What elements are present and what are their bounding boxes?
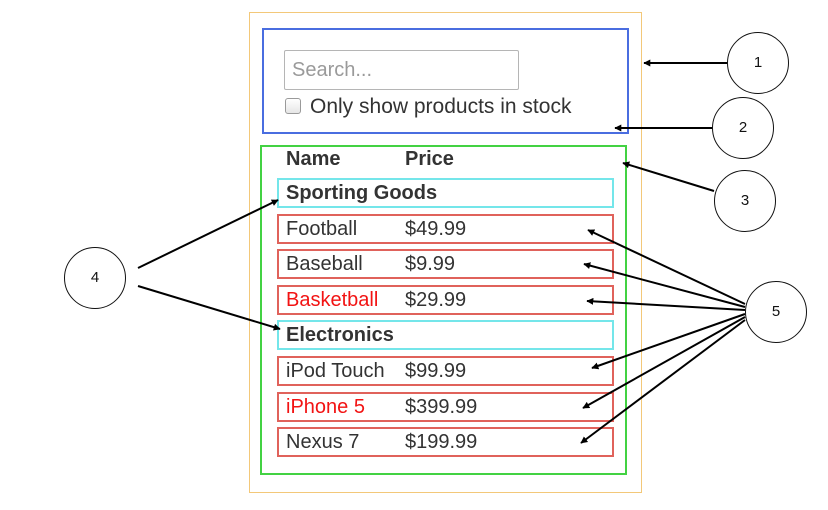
category-row-box — [277, 178, 614, 208]
product-price: $99.99 — [405, 360, 467, 382]
product-row-box — [277, 249, 614, 279]
in-stock-checkbox-label: Only show products in stock — [310, 95, 572, 118]
arrow-5b — [583, 262, 746, 308]
filterable-product-table-container — [249, 12, 642, 493]
product-name-out-of-stock: iPhone 5 — [286, 396, 365, 418]
callout-4: 4 — [64, 247, 126, 309]
callout-3: 3 — [714, 170, 776, 232]
product-name-out-of-stock: Basketball — [286, 289, 379, 311]
arrow-5e — [582, 316, 746, 409]
category-label: Electronics — [286, 324, 394, 346]
callout-2: 2 — [712, 97, 774, 159]
product-row-box — [277, 285, 614, 315]
category-label: Sporting Goods — [286, 182, 438, 204]
callout-1: 1 — [727, 32, 789, 94]
arrow-4b — [137, 285, 281, 331]
product-name: Football — [286, 218, 358, 240]
arrow-5d — [591, 313, 746, 370]
arrow-4a — [137, 199, 279, 269]
category-row-box — [277, 320, 614, 350]
search-input[interactable] — [284, 50, 519, 90]
product-row-box — [277, 214, 614, 244]
product-price: $9.99 — [405, 253, 456, 275]
product-price: $29.99 — [405, 289, 467, 311]
product-price: $49.99 — [405, 218, 467, 240]
product-name: Baseball — [286, 253, 363, 275]
product-price: $399.99 — [405, 396, 478, 418]
product-row-box — [277, 356, 614, 386]
arrow-5f — [580, 319, 746, 444]
product-price: $199.99 — [405, 431, 478, 453]
search-bar-box — [262, 28, 629, 134]
product-row-box — [277, 392, 614, 422]
callout-5: 5 — [745, 281, 807, 343]
product-name: Nexus 7 — [286, 431, 360, 453]
header-name: Name — [286, 148, 341, 170]
arrow-3 — [622, 161, 715, 192]
product-table-box — [260, 145, 627, 475]
header-price: Price — [405, 148, 454, 170]
product-name: iPod Touch — [286, 360, 385, 382]
in-stock-checkbox[interactable] — [285, 98, 301, 114]
arrow-5c — [586, 297, 746, 311]
arrow-5a — [587, 229, 746, 305]
product-row-box — [277, 427, 614, 457]
